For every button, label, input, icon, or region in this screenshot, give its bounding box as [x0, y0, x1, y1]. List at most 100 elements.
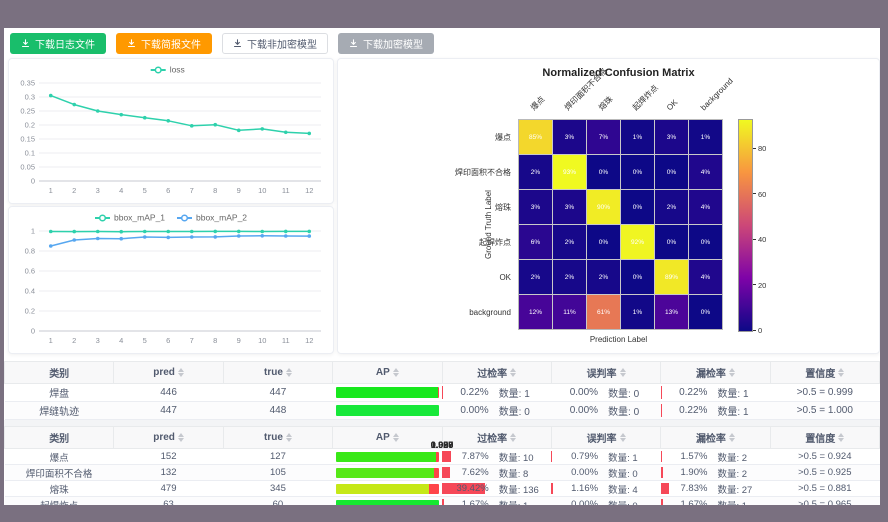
ap-cell: 0.996 — [332, 440, 453, 505]
ap-bar-fill — [335, 499, 439, 505]
pct-value: 7.62% — [461, 467, 489, 478]
x-tick-label: 3 — [96, 336, 100, 345]
download-button-4[interactable]: 下载加密模型 — [338, 32, 434, 54]
column-header-mis[interactable]: 误判率 — [550, 361, 662, 384]
column-header-cls: 类别 — [4, 361, 115, 384]
over-detection-bar — [442, 451, 451, 462]
column-header-pred[interactable]: pred — [113, 361, 224, 384]
sort-icon[interactable] — [838, 368, 845, 377]
y-tick-label: 0.1 — [25, 149, 35, 158]
table-header: 类别 pred true AP 过检率 误判率 漏检率 置信度 — [4, 361, 880, 384]
table-body: 爆点 152 127 0.967 7.87% 数量: 10 0.79% 数量: 1 1.57% 数… — [4, 440, 880, 506]
sort-icon[interactable] — [510, 368, 517, 377]
matrix-cell: 0% — [655, 225, 688, 259]
header-label-wrap: 误判率 — [587, 430, 626, 445]
sort-icon[interactable] — [177, 368, 184, 377]
misjudge-bar — [551, 483, 553, 494]
column-header-true[interactable]: true — [222, 426, 334, 449]
ap-value: 0.953 — [430, 440, 454, 450]
x-tick-label: 10 — [258, 186, 266, 195]
data-point — [307, 234, 312, 238]
sort-asc-icon — [619, 368, 626, 372]
y-tick-label: 0.05 — [20, 163, 35, 172]
sort-icon[interactable] — [728, 433, 735, 442]
sort-desc-icon — [510, 373, 517, 377]
sort-icon[interactable] — [285, 368, 292, 377]
column-header-over[interactable]: 过检率 — [441, 361, 552, 384]
header-label-wrap: 类别 — [49, 365, 69, 380]
over-detection-text: 7.62% 数量: 8 — [442, 465, 551, 480]
sort-desc-icon — [285, 373, 292, 377]
column-header-ap[interactable]: AP — [332, 361, 443, 384]
download-button-3[interactable]: 下载非加密模型 — [222, 32, 328, 54]
sort-icon[interactable] — [619, 368, 626, 377]
sort-icon[interactable] — [619, 433, 626, 442]
colorbar-tick — [753, 193, 756, 195]
y-tick-label: 0.4 — [25, 287, 35, 296]
button-label: 下载加密模型 — [363, 39, 423, 51]
legend-item-bbox_mAP_1[interactable]: bbox_mAP_1 — [95, 213, 165, 223]
column-header-miss[interactable]: 漏检率 — [660, 361, 771, 384]
pct-count: 数量: 0 — [608, 407, 640, 418]
legend-item-loss[interactable]: loss — [150, 65, 185, 75]
over-detection-bar — [442, 499, 444, 505]
miss-detection-text: 1.57% 数量: 2 — [661, 449, 770, 464]
table-body: 焊盘 446 447 0.986 0.22% 数量: 1 0.00% 数量: 0 0.22% 数量… — [4, 383, 880, 450]
miss-detection-cell: 0.22% 数量: 1 — [660, 401, 771, 420]
misjudge-cell: 0.79% 数量: 1 — [551, 448, 661, 465]
column-header-conf[interactable]: 置信度 — [769, 426, 880, 449]
ap-bar-fill — [335, 483, 429, 494]
data-point — [213, 122, 218, 127]
column-header-conf[interactable]: 置信度 — [769, 361, 880, 384]
pct-count: 数量: 1 — [498, 389, 530, 400]
sort-asc-icon — [177, 433, 184, 437]
sort-icon[interactable] — [392, 433, 399, 442]
column-header-true[interactable]: true — [222, 361, 334, 384]
sort-icon[interactable] — [177, 433, 184, 442]
matrix-row-label: 爆点 — [495, 133, 511, 142]
header-label-wrap: 过检率 — [477, 365, 517, 380]
download-button-2[interactable]: 下载简报文件 — [116, 32, 212, 54]
sort-icon[interactable] — [728, 368, 735, 377]
x-tick-label: 3 — [96, 186, 100, 195]
matrix-row-label: background — [469, 308, 511, 317]
legend-item-bbox_mAP_2[interactable]: bbox_mAP_2 — [177, 213, 247, 223]
sort-icon[interactable] — [392, 368, 399, 377]
header-label-wrap: pred — [153, 432, 184, 443]
sort-icon[interactable] — [510, 433, 517, 442]
data-point — [189, 229, 194, 234]
pct-count: 数量: 1 — [499, 498, 547, 506]
colorbar-tick-label: 20 — [758, 280, 767, 290]
column-header-cls: 类别 — [4, 426, 115, 449]
confusion-matrix-grid: 85% 3% 7% 1% 3% 1% 2% 93% 0% 0% 0% 4% 3% 3% 90% 0% 2% 4% 6… — [518, 119, 723, 330]
column-header-ap[interactable]: AP — [332, 426, 443, 449]
misjudge-cell: 0.00% 数量: 0 — [551, 383, 661, 402]
miss-detection-cell: 1.57% 数量: 2 — [660, 448, 771, 465]
miss-detection-text: 0.22% 数量: 1 — [661, 402, 770, 419]
data-point — [283, 130, 288, 135]
metrics-tables: 类别 pred true AP 过检率 误判率 漏检率 置信度 焊盘 446 447 0.986 0.2… — [4, 361, 880, 505]
header-label-wrap: AP — [376, 432, 399, 443]
data-point — [213, 229, 218, 234]
sort-icon[interactable] — [285, 433, 292, 442]
matrix-cell: 6% — [519, 225, 552, 259]
column-header-mis[interactable]: 误判率 — [550, 426, 662, 449]
pct-value: 0.00% — [569, 387, 599, 398]
download-button-1[interactable]: 下载日志文件 — [10, 32, 106, 54]
matrix-cell: 61% — [587, 295, 620, 329]
header-label: 置信度 — [805, 434, 836, 445]
matrix-cell: 3% — [553, 190, 586, 224]
miss-detection-bar — [660, 499, 663, 505]
column-header-miss[interactable]: 漏检率 — [660, 426, 771, 449]
y-tick-label: 0.25 — [20, 107, 35, 116]
data-point — [142, 229, 147, 234]
class-cell: 起焊炸点 — [4, 496, 114, 505]
misjudge-text: 0.00% 数量: 0 — [551, 465, 660, 480]
pred-cell: 479 — [113, 480, 224, 497]
pct-value: 1.67% — [461, 499, 489, 505]
sort-desc-icon — [728, 373, 735, 377]
column-header-pred[interactable]: pred — [113, 426, 224, 449]
sort-icon[interactable] — [838, 433, 845, 442]
pred-cell: 446 — [113, 383, 224, 402]
